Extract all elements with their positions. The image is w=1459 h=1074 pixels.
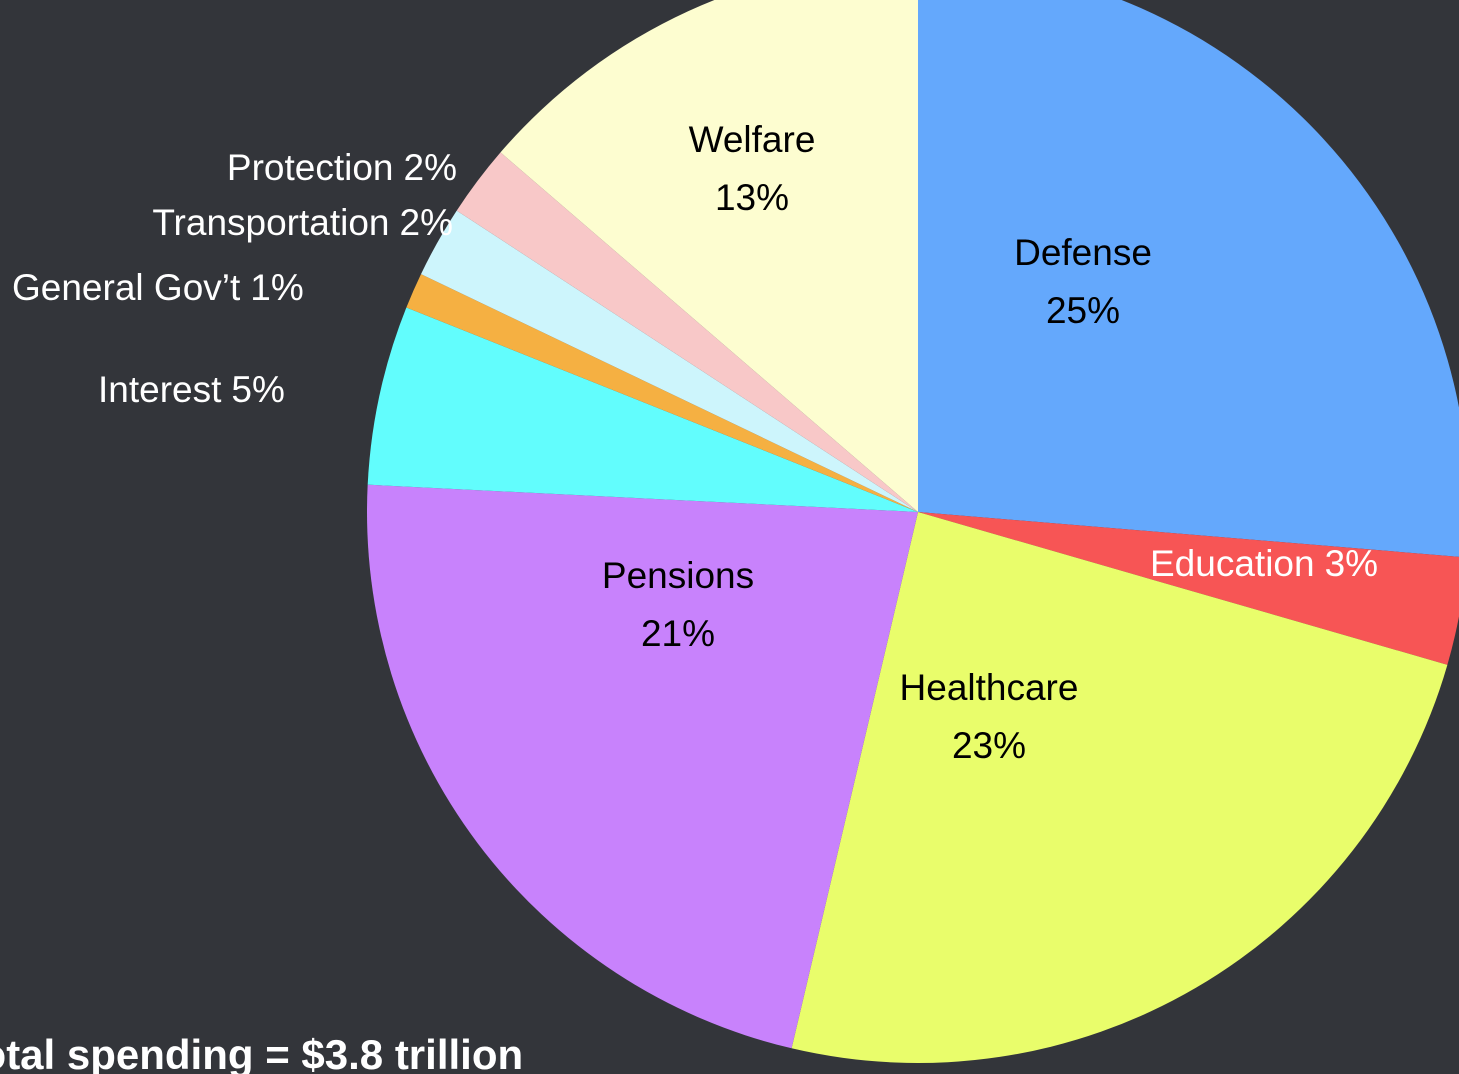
- slice-value-label: 2%: [400, 202, 453, 243]
- slice-category: Welfare: [689, 119, 816, 160]
- slice-value-label: 3%: [1325, 543, 1378, 584]
- pie-slice: [406, 274, 918, 512]
- pie: [366, 0, 1459, 1063]
- slice-category: Healthcare: [900, 667, 1079, 708]
- slice-category: Pensions: [602, 555, 754, 596]
- slice-category: General Gov’t: [12, 267, 241, 308]
- slice-value-label: 23%: [952, 725, 1026, 766]
- slice-value-label: 1%: [250, 267, 303, 308]
- pie-slice: [456, 152, 918, 513]
- total-annotation: Total spending = $3.8 trillion: [0, 1031, 523, 1074]
- slice-category: Education: [1150, 543, 1315, 584]
- slice-category: Transportation: [152, 202, 389, 243]
- slice-value-label: 13%: [715, 177, 789, 218]
- slice-value-label: 25%: [1046, 290, 1120, 331]
- slice-value-label: 5%: [231, 369, 284, 410]
- pie-slice: [791, 512, 1448, 1063]
- slice-label: Interest 5%: [98, 369, 285, 410]
- slice-label: Healthcare 23%: [900, 667, 1079, 766]
- slice-category: Interest: [98, 369, 222, 410]
- slice-label: Welfare 13%: [689, 119, 816, 218]
- pie-slice: [918, 512, 1459, 665]
- pie-slice: [500, 0, 918, 512]
- slice-value-label: 2%: [404, 147, 457, 188]
- pie-slice: [366, 484, 918, 1049]
- slice-label: Education 3%: [1150, 543, 1378, 584]
- pie-slice: [918, 0, 1459, 557]
- slice-label: General Gov’t 1%: [12, 267, 304, 308]
- slice-category: Defense: [1014, 232, 1152, 273]
- slice-label: Defense 25%: [1014, 232, 1152, 331]
- pie-slice: [367, 307, 918, 512]
- pie-slice: [421, 210, 918, 512]
- slice-label: Pensions 21%: [602, 555, 754, 654]
- slice-category: Protection: [227, 147, 394, 188]
- slice-value-label: 21%: [641, 613, 715, 654]
- slice-label: Transportation 2%: [152, 202, 453, 243]
- labels: Defense 25% Education 3% Healthcare 23% Pensio…: [12, 119, 1378, 766]
- slice-label: Protection 2%: [227, 147, 457, 188]
